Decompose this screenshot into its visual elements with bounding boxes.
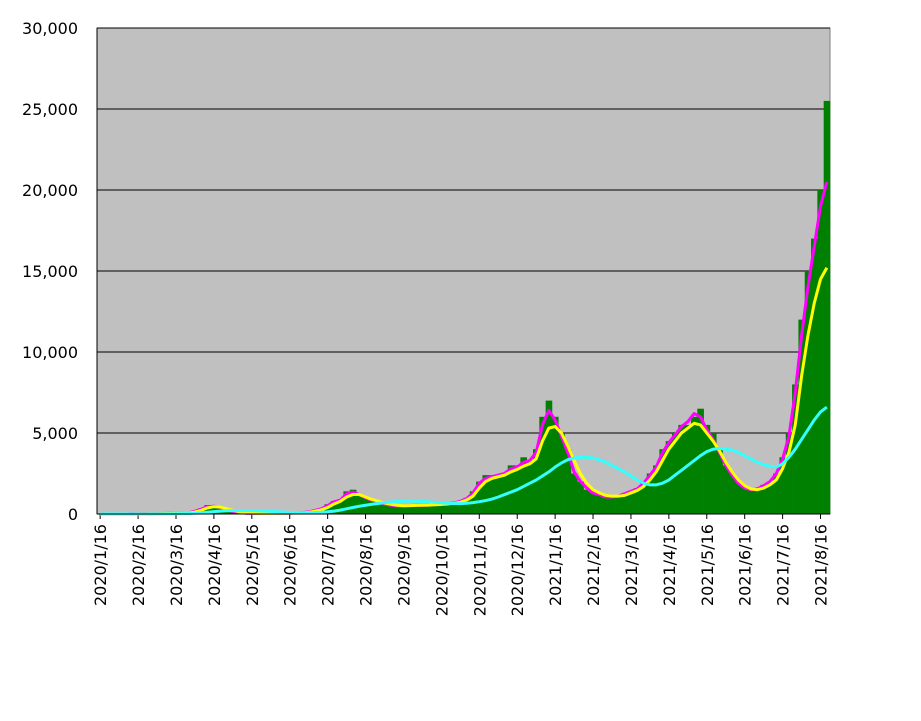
bar (596, 495, 603, 514)
bar (571, 474, 578, 515)
x-tick-label: 2020/6/16 (281, 524, 300, 606)
bar (685, 425, 692, 514)
x-tick-label: 2020/1/16 (91, 524, 110, 606)
bar (577, 482, 584, 514)
x-tick-label: 2021/6/16 (736, 524, 755, 606)
bar (754, 488, 761, 514)
x-tick-label: 2021/4/16 (660, 524, 679, 606)
x-tick-label: 2020/7/16 (319, 524, 338, 606)
x-tick-label: 2021/2/16 (584, 524, 603, 606)
y-tick-label: 25,000 (22, 100, 78, 119)
x-tick-label: 2020/12/16 (508, 524, 527, 616)
x-tick-label: 2021/1/16 (546, 524, 565, 606)
x-tick-label: 2020/2/16 (129, 524, 148, 606)
bar (824, 101, 831, 514)
bar (691, 417, 698, 514)
x-tick-label: 2020/8/16 (357, 524, 376, 606)
y-tick-label: 30,000 (22, 19, 78, 38)
x-tick-label: 2020/9/16 (394, 524, 413, 606)
y-tick-label: 15,000 (22, 262, 78, 281)
x-tick-label: 2020/3/16 (167, 524, 186, 606)
x-tick-label: 2021/7/16 (774, 524, 793, 606)
x-tick-label: 2021/8/16 (812, 524, 831, 606)
bar (723, 465, 730, 514)
bar (603, 498, 610, 514)
bar (817, 190, 824, 514)
bar (811, 239, 818, 514)
y-tick-label: 10,000 (22, 343, 78, 362)
bar (615, 496, 622, 514)
y-tick-label: 5,000 (32, 424, 78, 443)
bar (742, 486, 749, 514)
bar (527, 462, 534, 514)
x-tick-label: 2021/3/16 (622, 524, 641, 606)
x-tick-label: 2020/11/16 (470, 524, 489, 616)
x-tick-label: 2020/10/16 (432, 524, 451, 616)
y-tick-label: 20,000 (22, 181, 78, 200)
x-tick-label: 2020/4/16 (205, 524, 224, 606)
bar (609, 498, 616, 514)
x-tick-label: 2020/5/16 (243, 524, 262, 606)
bar (748, 490, 755, 514)
x-tick-label: 2021/5/16 (698, 524, 717, 606)
bar (584, 490, 591, 514)
bar (590, 493, 597, 514)
y-tick-label: 0 (68, 505, 78, 524)
